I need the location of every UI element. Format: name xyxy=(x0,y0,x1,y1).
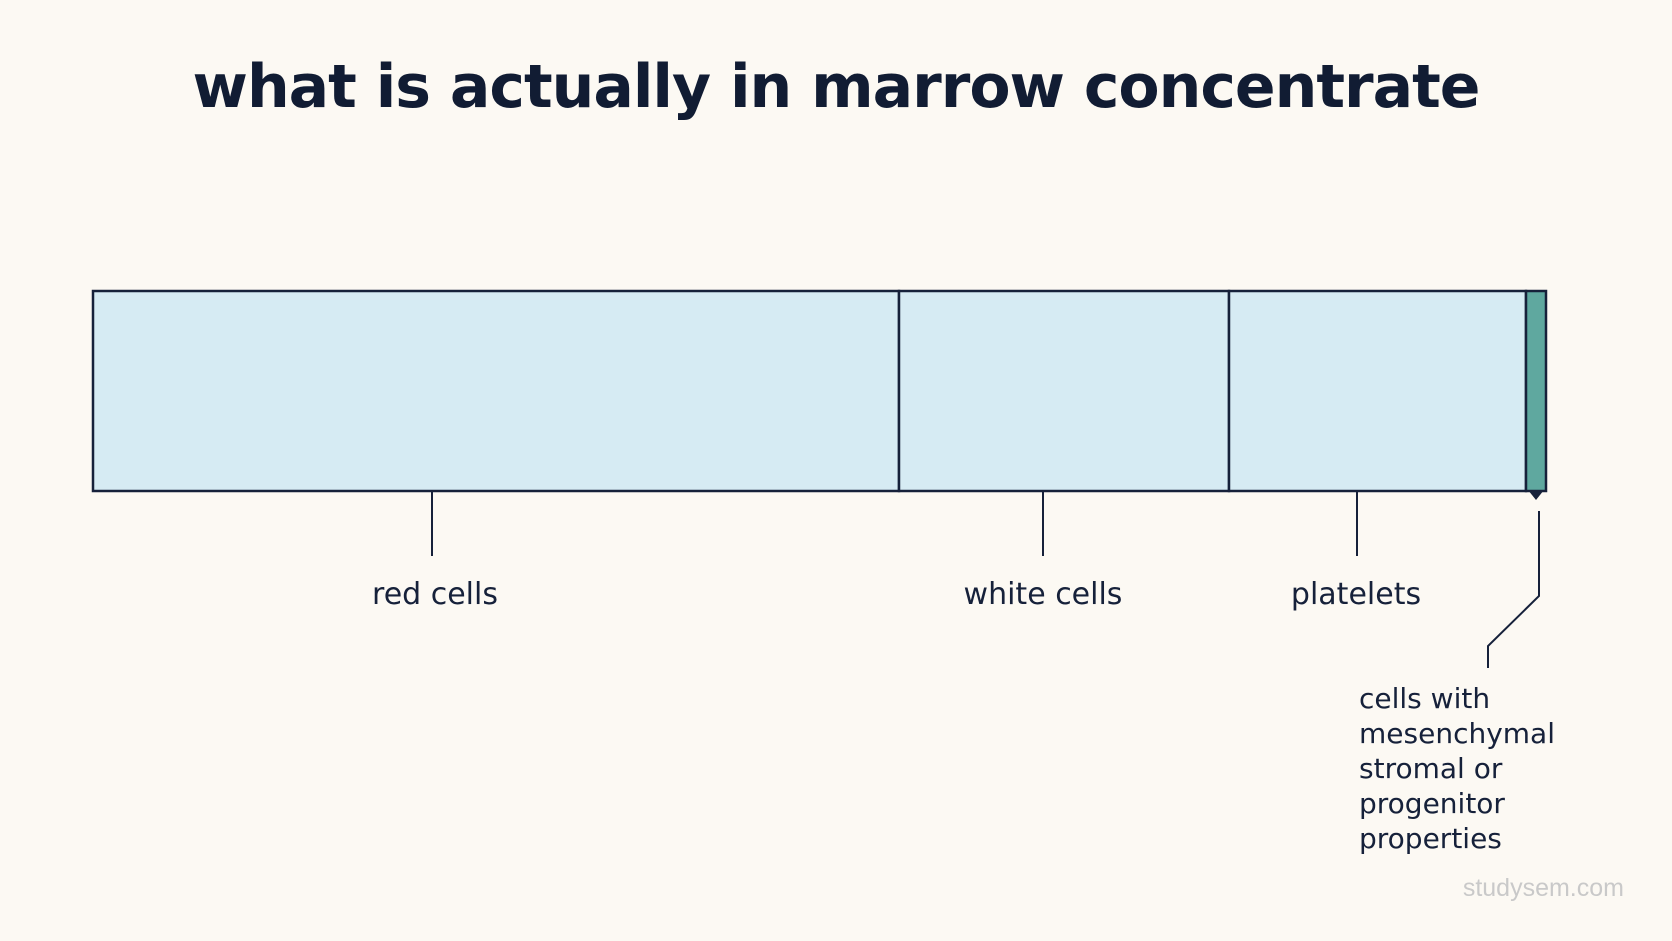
segment-platelets xyxy=(1227,289,1528,493)
segment-stromal-cells xyxy=(1524,289,1548,493)
segment-white-cells xyxy=(897,289,1231,493)
stromal-pointer-marker xyxy=(1528,490,1544,500)
page-title: what is actually in marrow concentrate xyxy=(192,52,1481,122)
leader-line-stromal-cells xyxy=(1487,511,1540,668)
label-white-cells: white cells xyxy=(963,577,1123,612)
segment-red-cells xyxy=(91,289,901,493)
label-red-cells: red cells xyxy=(372,577,498,612)
label-stromal-cells: cells with mesenchymal stromal or progen… xyxy=(1359,682,1555,855)
watermark: studysem.com xyxy=(1462,874,1624,902)
label-platelets: platelets xyxy=(1290,577,1422,612)
